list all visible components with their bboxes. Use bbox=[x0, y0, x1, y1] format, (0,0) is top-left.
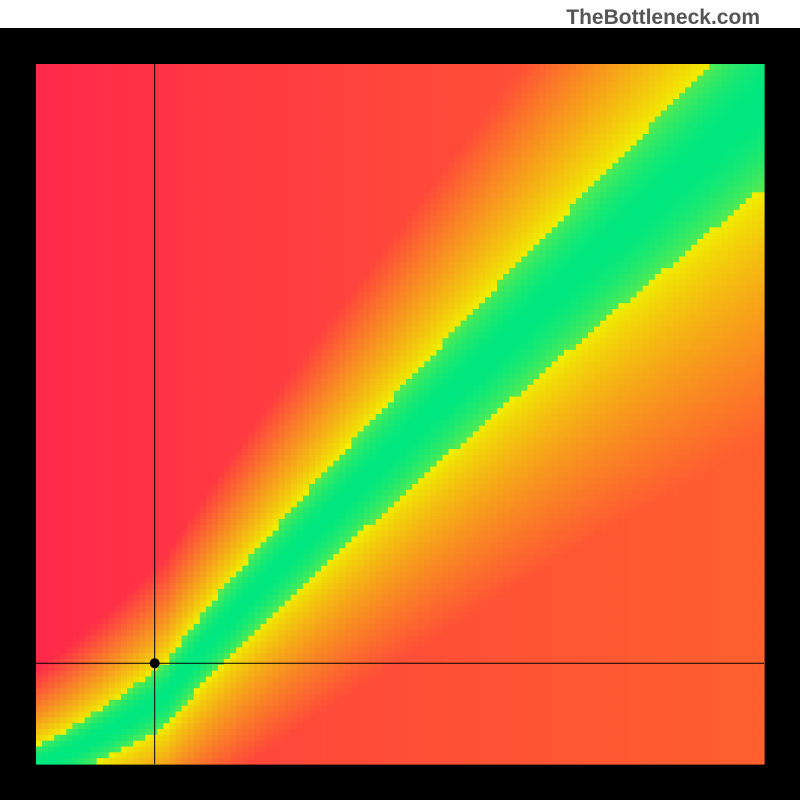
attribution-text: TheBottleneck.com bbox=[566, 6, 760, 30]
crosshair-dot bbox=[150, 658, 160, 668]
heatmap-grid bbox=[36, 64, 765, 765]
chart-container: TheBottleneck.com bbox=[0, 0, 800, 800]
heatmap-svg bbox=[0, 0, 800, 800]
